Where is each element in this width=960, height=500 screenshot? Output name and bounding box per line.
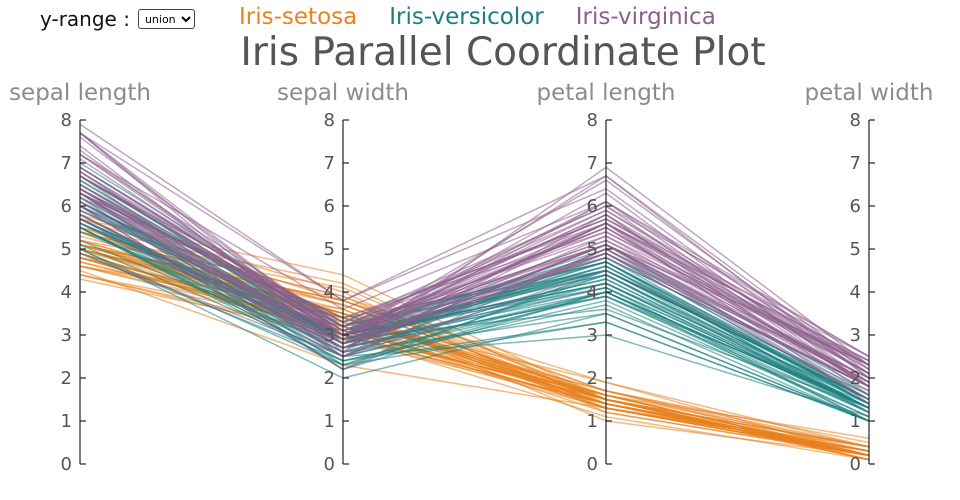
data-line-iris-virginica-22 [79, 132, 870, 379]
tick-label: 3 [587, 325, 598, 346]
data-line-iris-virginica-17 [79, 132, 870, 371]
axis-petal-width[interactable]: 0 1 2 3 4 5 6 7 8 petal width [805, 80, 934, 475]
data-line-iris-versicolor-31 [79, 226, 870, 422]
tick-label: 8 [324, 110, 335, 131]
axis-sepal-length[interactable]: 0 1 2 3 4 5 6 7 8 sepal length [9, 80, 151, 475]
tick-label: 5 [324, 239, 335, 260]
data-line-iris-virginica-40 [79, 175, 870, 362]
tick-label: 0 [61, 454, 72, 475]
tick-label: 6 [324, 196, 335, 217]
tick-label: 4 [587, 282, 598, 303]
y-range-label: y-range : [40, 7, 130, 31]
tick-label: 3 [61, 325, 72, 346]
axes: 0 1 2 3 4 5 6 7 8 sepal length 0 1 2 3 4 5 6 7 8 sepal widt… [9, 80, 933, 475]
legend-item-versicolor[interactable]: Iris-versicolor [389, 4, 544, 30]
tick-label: 5 [587, 239, 598, 260]
legend-item-virginica[interactable]: Iris-virginica [575, 4, 716, 30]
legend: Iris-setosa Iris-versicolor Iris-virgini… [239, 4, 716, 30]
tick-label: 7 [587, 153, 598, 174]
axis-title[interactable]: petal length [537, 80, 676, 106]
tick-label: 3 [850, 325, 861, 346]
data-line-iris-versicolor-43 [79, 248, 870, 422]
data-line-iris-virginica-49 [79, 209, 870, 388]
tick-label: 2 [587, 368, 598, 389]
axis-title[interactable]: sepal width [277, 80, 409, 106]
axis-sepal-width[interactable]: 0 1 2 3 4 5 6 7 8 sepal width [277, 80, 409, 475]
tick-label: 6 [587, 196, 598, 217]
tick-label: 7 [61, 153, 72, 174]
tick-label: 4 [850, 282, 861, 303]
tick-label: 2 [61, 368, 72, 389]
data-line-iris-virginica-48 [79, 196, 870, 366]
data-line-iris-versicolor-39 [79, 226, 870, 409]
data-line-iris-virginica-32 [79, 188, 870, 371]
data-line-iris-virginica-47 [79, 183, 870, 379]
tick-label: 5 [850, 239, 861, 260]
tick-label: 1 [850, 411, 861, 432]
tick-label: 2 [850, 368, 861, 389]
data-line-iris-versicolor-48 [79, 244, 870, 418]
chart-title: Iris Parallel Coordinate Plot [240, 30, 766, 75]
tick-label: 1 [61, 411, 72, 432]
data-lines [79, 123, 870, 461]
y-range-select[interactable]: union [137, 9, 195, 29]
data-line-iris-virginica-19 [79, 205, 870, 401]
legend-item-setosa[interactable]: Iris-setosa [239, 4, 358, 30]
data-line-iris-virginica-42 [79, 213, 870, 383]
tick-label: 8 [61, 110, 72, 131]
tick-label: 2 [324, 368, 335, 389]
tick-label: 1 [324, 411, 335, 432]
data-line-iris-virginica-44 [79, 175, 870, 358]
tick-label: 5 [61, 239, 72, 260]
tick-label: 0 [324, 454, 335, 475]
tick-label: 6 [850, 196, 861, 217]
data-line-iris-virginica-6 [79, 252, 870, 392]
tick-label: 8 [587, 110, 598, 131]
axis-petal-length[interactable]: 0 1 2 3 4 5 6 7 8 petal length [537, 80, 676, 475]
tick-label: 4 [324, 282, 335, 303]
y-range-control: y-range : union [40, 6, 195, 32]
tick-label: 7 [324, 153, 335, 174]
tick-label: 8 [850, 110, 861, 131]
axis-title[interactable]: petal width [805, 80, 934, 106]
axis-title[interactable]: sepal length [9, 80, 151, 106]
tick-label: 0 [587, 454, 598, 475]
data-line-iris-virginica-9 [79, 153, 870, 358]
tick-label: 1 [587, 411, 598, 432]
tick-label: 6 [61, 196, 72, 217]
tick-label: 7 [850, 153, 861, 174]
tick-label: 4 [61, 282, 72, 303]
tick-label: 3 [324, 325, 335, 346]
tick-label: 0 [850, 454, 861, 475]
